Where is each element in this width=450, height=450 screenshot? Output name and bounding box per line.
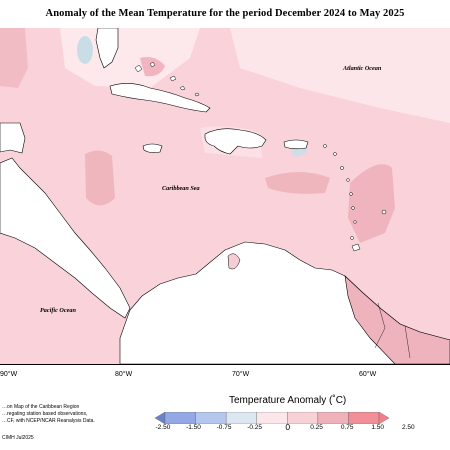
colorbar-tick-label: 1.50 xyxy=(371,424,385,431)
anomaly-patch-cool xyxy=(77,36,93,64)
colorbar-tick-label: -1.50 xyxy=(186,424,201,431)
colorbar-cell xyxy=(256,412,288,424)
caribbean-sea-label: Caribbean Sea xyxy=(162,185,200,192)
colorbar-tick-label: -0.25 xyxy=(247,424,263,431)
lesser-antilles xyxy=(323,144,387,240)
colorbar-cell xyxy=(348,412,380,424)
colorbar-cell xyxy=(317,412,349,424)
colorbar-cell xyxy=(287,412,319,424)
yucatan-land xyxy=(0,122,26,154)
legend-title: Temperature Anomaly (˚C) xyxy=(229,395,347,406)
anomaly-patch-warm xyxy=(0,28,28,88)
map-title: Anomaly of the Mean Temperature for the … xyxy=(45,8,405,19)
colorbar-tick-label: -0.75 xyxy=(216,424,232,431)
anomaly-patch-light xyxy=(230,28,450,123)
longitude-label: 90°W xyxy=(0,371,18,378)
florida-land xyxy=(95,28,119,69)
cuba-land xyxy=(109,83,211,113)
lake-maracaibo xyxy=(227,253,241,270)
colorbar-tick-label: 2.50 xyxy=(401,424,415,431)
credit-source: CIMH Jul2025 xyxy=(2,435,34,441)
jamaica-land xyxy=(142,143,163,153)
credit-line: …on Map of the Caribbean Region xyxy=(2,404,80,410)
anomaly-patch-warm xyxy=(85,150,115,206)
colorbar-tick-label: -2.50 xyxy=(155,424,171,431)
anomaly-patch-warm xyxy=(265,172,330,194)
hispaniola-land xyxy=(204,128,267,155)
atlantic-ocean-label: Atlantic Ocean xyxy=(342,65,382,72)
credit-line: …regating station based observations, xyxy=(2,411,88,417)
anomaly-patch-warm xyxy=(348,164,395,243)
credit-line: …CF, with NCEP/NCAR Reanalysis Data. xyxy=(2,418,95,424)
bahamas-islands xyxy=(134,61,200,97)
guianas-anomaly xyxy=(344,275,450,364)
colorbar-tick-label: 0.25 xyxy=(310,424,323,431)
anomaly-map: Atlantic Ocean Caribbean Sea Pacific Oce… xyxy=(0,28,450,364)
longitude-label: 80°W xyxy=(115,371,133,378)
colorbar-tick-label: 0 xyxy=(285,422,291,432)
border-line xyxy=(374,302,386,349)
anomaly-patch-light xyxy=(60,28,200,88)
colorbar-cell xyxy=(378,412,389,424)
colorbar-cell xyxy=(164,412,196,424)
colorbar-tick-label: 0.75 xyxy=(340,424,354,431)
pacific-ocean-label: Pacific Ocean xyxy=(40,307,76,314)
map-panel[interactable]: Atlantic Ocean Caribbean Sea Pacific Oce… xyxy=(0,28,450,365)
colorbar xyxy=(155,412,389,424)
central-america-land xyxy=(0,157,131,319)
longitude-label: 70°W xyxy=(232,371,250,378)
colorbar-cell xyxy=(155,412,166,424)
longitude-label: 60°W xyxy=(359,371,377,378)
colorbar-cell xyxy=(195,412,227,424)
trinidad-land xyxy=(351,243,361,252)
puerto-rico-land xyxy=(283,139,309,150)
colorbar-cell xyxy=(225,412,257,424)
border-line xyxy=(404,325,411,359)
